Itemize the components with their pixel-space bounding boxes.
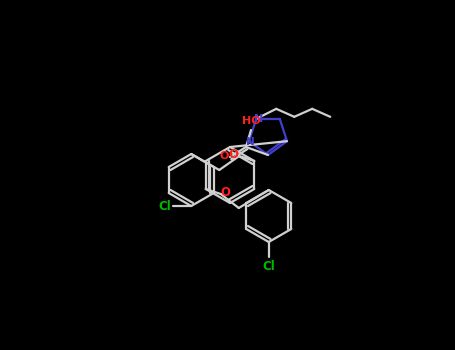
Text: N: N [253,114,263,124]
Text: O: O [228,147,238,161]
Text: O: O [219,151,229,161]
Text: HO: HO [242,116,260,126]
Text: Cl: Cl [263,259,275,273]
Text: N: N [246,137,254,147]
Text: Cl: Cl [159,199,172,212]
Text: O: O [221,186,231,198]
